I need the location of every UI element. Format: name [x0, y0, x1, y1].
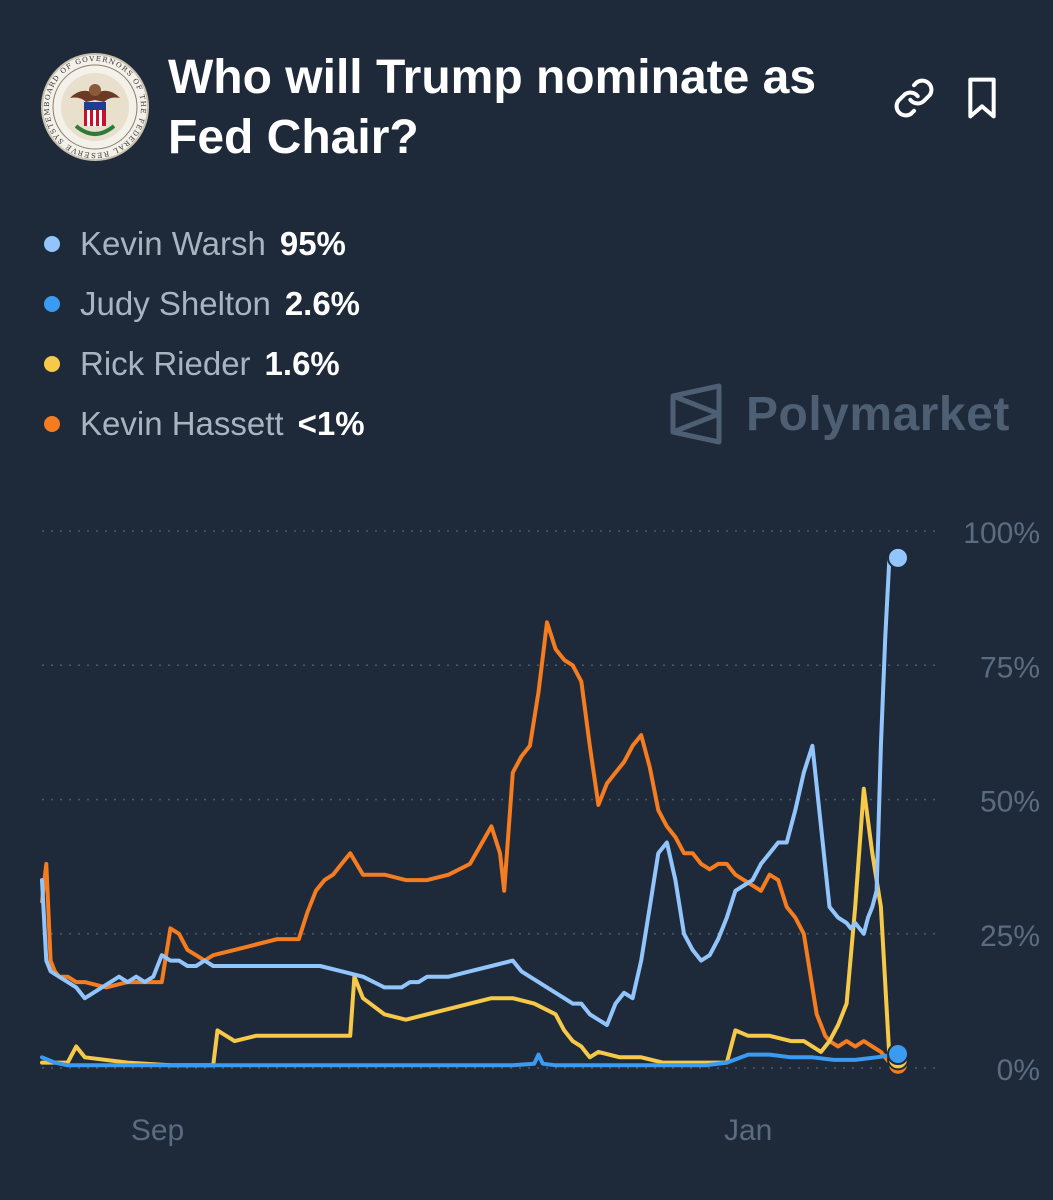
legend-item-kevin-warsh[interactable]: Kevin Warsh 95% [44, 214, 365, 274]
x-tick-label: Jan [724, 1114, 772, 1147]
legend-dot [44, 296, 60, 312]
y-tick-label: 50% [980, 786, 1040, 819]
chart-legend: Kevin Warsh 95% Judy Shelton 2.6% Rick R… [44, 214, 365, 454]
series-line-kevin-warsh [40, 555, 900, 1027]
y-tick-label: 25% [980, 920, 1040, 953]
polymarket-brand: Polymarket [668, 382, 1010, 446]
series-endpoint-kevin-warsh [887, 546, 909, 569]
page-title: Who will Trump nominate as Fed Chair? [168, 51, 817, 164]
bookmark-icon [968, 77, 996, 119]
legend-dot [44, 416, 60, 432]
brand-name: Polymarket [746, 387, 1010, 441]
y-tick-label: 0% [997, 1054, 1040, 1087]
series-endpoint-judy-shelton [887, 1043, 909, 1066]
legend-value: <1% [297, 405, 365, 442]
legend-value: 2.6% [284, 285, 361, 322]
legend-item-kevin-hassett[interactable]: Kevin Hassett <1% [44, 394, 365, 454]
series-line-judy-shelton [40, 1052, 900, 1068]
y-tick-label: 100% [963, 517, 1040, 550]
legend-label: Rick Rieder [80, 345, 251, 382]
legend-value: 95% [279, 225, 346, 262]
legend-dot [44, 356, 60, 372]
x-tick-label: Sep [131, 1114, 184, 1147]
legend-dot [44, 236, 60, 252]
price-history-chart: 0% 25% 50% 75% 100% Sep Jan [40, 517, 1040, 1147]
legend-value: 1.6% [264, 345, 340, 382]
legend-label: Kevin Hassett [80, 405, 284, 442]
link-icon [894, 78, 934, 118]
legend-item-rick-rieder[interactable]: Rick Rieder 1.6% [44, 334, 365, 394]
legend-item-judy-shelton[interactable]: Judy Shelton 2.6% [44, 274, 365, 334]
y-tick-label: 75% [980, 651, 1040, 684]
copy-link-button[interactable] [890, 74, 938, 122]
legend-label: Kevin Warsh [80, 225, 266, 262]
federal-reserve-seal-icon: BOARD OF GOVERNORS OF THE FEDERAL RESERV… [41, 53, 149, 161]
series-line-kevin-hassett [40, 620, 900, 1067]
bookmark-button[interactable] [958, 74, 1006, 122]
polymarket-logo-icon [670, 383, 722, 445]
legend-label: Judy Shelton [80, 285, 271, 322]
